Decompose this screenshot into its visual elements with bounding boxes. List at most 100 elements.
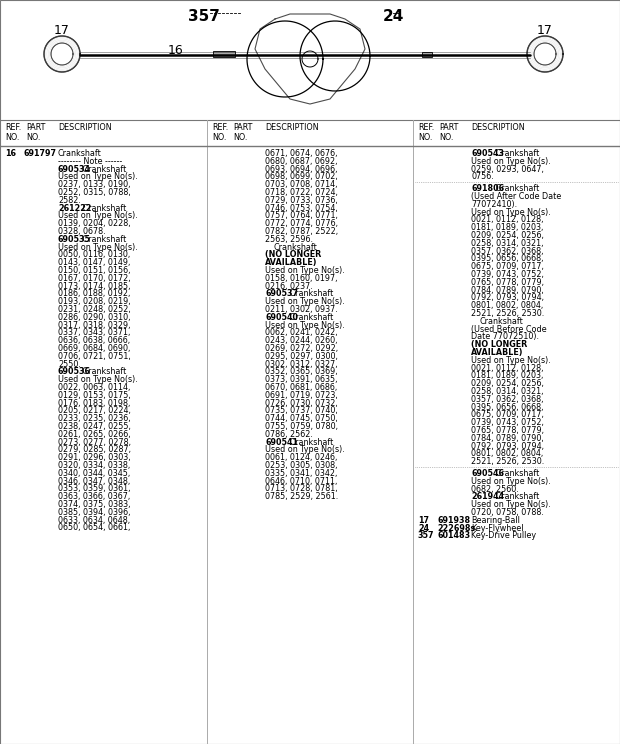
Text: 0193, 0208, 0219,: 0193, 0208, 0219,: [58, 297, 131, 307]
Text: 0746, 0753, 0754,: 0746, 0753, 0754,: [265, 204, 338, 213]
Text: Used on Type No(s).: Used on Type No(s).: [471, 157, 551, 166]
Text: 0231, 0248, 0252,: 0231, 0248, 0252,: [58, 305, 131, 314]
Text: 222698s: 222698s: [437, 524, 476, 533]
Text: Key-Flywheel: Key-Flywheel: [471, 524, 523, 533]
Text: 2550.: 2550.: [58, 359, 81, 368]
Text: 0243, 0244, 0260,: 0243, 0244, 0260,: [265, 336, 337, 345]
Text: 24: 24: [418, 524, 429, 533]
Text: Used on Type No(s).: Used on Type No(s).: [471, 208, 551, 217]
Text: 77072410).: 77072410).: [471, 200, 517, 209]
Text: Used on Type No(s).: Used on Type No(s).: [265, 266, 345, 275]
Text: 261222: 261222: [58, 204, 92, 213]
Text: Used on Type No(s).: Used on Type No(s).: [471, 477, 551, 486]
Text: 0735, 0737, 0740,: 0735, 0737, 0740,: [265, 406, 338, 415]
Text: DESCRIPTION: DESCRIPTION: [471, 123, 525, 132]
Text: 0675, 0709, 0717,: 0675, 0709, 0717,: [471, 262, 544, 272]
Text: 261944: 261944: [471, 493, 504, 501]
Text: 0765, 0778, 0779,: 0765, 0778, 0779,: [471, 278, 544, 286]
Text: 17: 17: [54, 24, 70, 37]
Text: 2582.: 2582.: [58, 196, 81, 205]
Text: 0062, 0241, 0242,: 0062, 0241, 0242,: [265, 328, 338, 337]
Text: 0765, 0778, 0779,: 0765, 0778, 0779,: [471, 426, 544, 435]
Text: DESCRIPTION: DESCRIPTION: [265, 123, 319, 132]
Text: 0726, 0730, 0732,: 0726, 0730, 0732,: [265, 399, 338, 408]
Text: 0273, 0277, 0278,: 0273, 0277, 0278,: [58, 437, 131, 446]
Text: 0739, 0743, 0752,: 0739, 0743, 0752,: [471, 270, 544, 279]
Text: Used on Type No(s).: Used on Type No(s).: [58, 173, 138, 182]
Text: 0286, 0290, 0310,: 0286, 0290, 0310,: [58, 312, 130, 322]
Text: 0317, 0318, 0329,: 0317, 0318, 0329,: [58, 321, 130, 330]
Text: 2521, 2526, 2530.: 2521, 2526, 2530.: [471, 458, 544, 466]
Text: REF.
NO.: REF. NO.: [418, 123, 434, 142]
Text: (Used Before Code: (Used Before Code: [471, 324, 547, 333]
Text: Crankshaft: Crankshaft: [273, 243, 317, 251]
Text: 0786, 2562.: 0786, 2562.: [265, 430, 313, 439]
Text: 0691, 0719, 0723,: 0691, 0719, 0723,: [265, 391, 338, 400]
Text: 0238, 0247, 0255,: 0238, 0247, 0255,: [58, 422, 131, 431]
Text: (NO LONGER: (NO LONGER: [265, 251, 321, 260]
Text: AVAILABLE): AVAILABLE): [471, 348, 523, 357]
Text: 0757, 0764, 0771,: 0757, 0764, 0771,: [265, 211, 338, 220]
Text: PART
NO.: PART NO.: [26, 123, 45, 142]
Text: 0061, 0124, 0246,: 0061, 0124, 0246,: [265, 453, 337, 462]
Text: 0181, 0189, 0203,: 0181, 0189, 0203,: [471, 223, 543, 232]
Text: 0670, 0681, 0686,: 0670, 0681, 0686,: [265, 383, 337, 392]
Text: 0385, 0394, 0396,: 0385, 0394, 0396,: [58, 508, 130, 517]
Text: 0784, 0789, 0790,: 0784, 0789, 0790,: [471, 434, 544, 443]
Text: 0357, 0362, 0368,: 0357, 0362, 0368,: [471, 246, 544, 256]
Text: 0756.: 0756.: [471, 173, 494, 182]
Text: 0335, 0341, 0342,: 0335, 0341, 0342,: [265, 469, 337, 478]
Text: 0258, 0314, 0321,: 0258, 0314, 0321,: [471, 387, 544, 396]
Text: Used on Type No(s).: Used on Type No(s).: [58, 211, 138, 220]
Text: 0211, 0302, 0937.: 0211, 0302, 0937.: [265, 305, 338, 314]
Text: 0755, 0759, 0780,: 0755, 0759, 0780,: [265, 422, 338, 431]
Text: 17: 17: [418, 516, 429, 525]
Text: 0352, 0365, 0369,: 0352, 0365, 0369,: [265, 368, 338, 376]
Text: 0346, 0347, 0348,: 0346, 0347, 0348,: [58, 477, 130, 486]
Text: 0744, 0745, 0750,: 0744, 0745, 0750,: [265, 414, 338, 423]
Text: Crankshaft: Crankshaft: [286, 437, 333, 446]
Text: 690537: 690537: [265, 289, 298, 298]
Text: 0782, 0787, 2522,: 0782, 0787, 2522,: [265, 227, 338, 236]
Text: 0291, 0296, 0303,: 0291, 0296, 0303,: [58, 453, 131, 462]
Text: 0050, 0116, 0130,: 0050, 0116, 0130,: [58, 251, 130, 260]
Text: 0353, 0359, 0361,: 0353, 0359, 0361,: [58, 484, 130, 493]
Text: 0784, 0789, 0790,: 0784, 0789, 0790,: [471, 286, 544, 295]
Text: Crankshaft: Crankshaft: [492, 185, 539, 193]
Text: Used on Type No(s).: Used on Type No(s).: [265, 297, 345, 307]
Text: 0328, 0678.: 0328, 0678.: [58, 227, 105, 236]
Text: -------- Note ------: -------- Note ------: [58, 157, 122, 166]
Text: 601483: 601483: [437, 531, 470, 540]
Text: Date 77072510).: Date 77072510).: [471, 333, 539, 341]
Text: 0713, 0728, 0781,: 0713, 0728, 0781,: [265, 484, 338, 493]
Text: Used on Type No(s).: Used on Type No(s).: [265, 446, 345, 455]
Text: 0258, 0314, 0321,: 0258, 0314, 0321,: [471, 239, 544, 248]
Text: 690543: 690543: [471, 149, 504, 158]
Text: Key-Drive Pulley: Key-Drive Pulley: [471, 531, 536, 540]
Text: 0158, 0160, 0197,: 0158, 0160, 0197,: [265, 274, 337, 283]
Text: Crankshaft: Crankshaft: [79, 235, 126, 244]
Text: 0703, 0708, 0714,: 0703, 0708, 0714,: [265, 180, 337, 189]
Text: 0295, 0297, 0300,: 0295, 0297, 0300,: [265, 352, 338, 361]
Text: 0320, 0334, 0338,: 0320, 0334, 0338,: [58, 461, 130, 470]
Text: 0720, 0758, 0788.: 0720, 0758, 0788.: [471, 508, 544, 517]
Text: 0253, 0305, 0308,: 0253, 0305, 0308,: [265, 461, 337, 470]
Text: 357: 357: [418, 531, 435, 540]
Text: 0772, 0774, 0776,: 0772, 0774, 0776,: [265, 219, 338, 228]
Text: 0792, 0793, 0794,: 0792, 0793, 0794,: [471, 442, 544, 451]
Text: 0173, 0174, 0185,: 0173, 0174, 0185,: [58, 281, 130, 291]
Text: 0669, 0684, 0690,: 0669, 0684, 0690,: [58, 344, 130, 353]
Text: 0633, 0634, 0648,: 0633, 0634, 0648,: [58, 516, 130, 525]
Text: 0233, 0235, 0236,: 0233, 0235, 0236,: [58, 414, 131, 423]
Text: PART
NO.: PART NO.: [233, 123, 252, 142]
Text: Crankshaft: Crankshaft: [492, 469, 539, 478]
Text: 0650, 0654, 0661,: 0650, 0654, 0661,: [58, 523, 130, 533]
Text: 2521, 2526, 2530.: 2521, 2526, 2530.: [471, 309, 544, 318]
Text: 0698, 0699, 0702,: 0698, 0699, 0702,: [265, 173, 338, 182]
Text: 0785, 2529, 2561.: 0785, 2529, 2561.: [265, 493, 339, 501]
Text: 0357, 0362, 0368,: 0357, 0362, 0368,: [471, 395, 544, 404]
Text: 690546: 690546: [471, 469, 504, 478]
Text: 0167, 0170, 0172,: 0167, 0170, 0172,: [58, 274, 131, 283]
Text: 0209, 0254, 0256,: 0209, 0254, 0256,: [471, 231, 544, 240]
Text: 0337, 0343, 0371,: 0337, 0343, 0371,: [58, 328, 130, 337]
